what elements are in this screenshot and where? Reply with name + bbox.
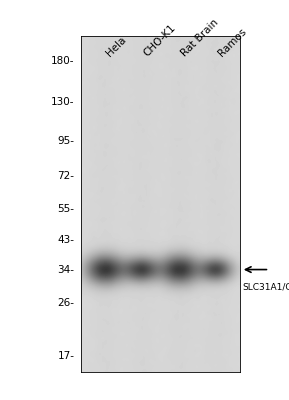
Text: SLC31A1/CTR1: SLC31A1/CTR1: [242, 282, 289, 292]
Text: 72-: 72-: [58, 171, 75, 181]
Text: Rat Brain: Rat Brain: [179, 18, 221, 59]
Text: 55-: 55-: [58, 204, 75, 214]
Text: 130-: 130-: [51, 97, 75, 107]
Text: 180-: 180-: [51, 56, 75, 66]
Text: Ramos: Ramos: [216, 27, 248, 59]
Text: 43-: 43-: [58, 235, 75, 245]
Text: 95-: 95-: [58, 136, 75, 146]
Text: 26-: 26-: [58, 298, 75, 308]
Text: 17-: 17-: [58, 351, 75, 361]
Text: Hela: Hela: [105, 35, 128, 59]
Text: 34-: 34-: [58, 264, 75, 274]
Text: CHO-K1: CHO-K1: [141, 23, 177, 59]
